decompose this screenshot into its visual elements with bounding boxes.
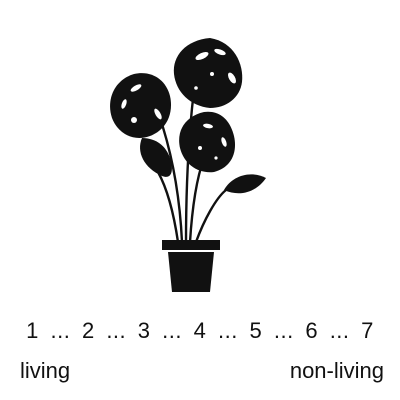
- scale-separator: ...: [106, 318, 127, 343]
- scale-point-3[interactable]: 3: [137, 318, 151, 343]
- stem: [158, 116, 184, 244]
- scale-point-5[interactable]: 5: [249, 318, 263, 343]
- scale-right-anchor-label: non-living: [289, 358, 384, 383]
- scale-point-1[interactable]: 1: [26, 318, 39, 343]
- scale-point-6[interactable]: 6: [305, 318, 319, 343]
- leaf-icon: [224, 174, 266, 194]
- monstera-leaf-icon: [179, 111, 236, 173]
- scale-point-2[interactable]: 2: [81, 318, 95, 343]
- potted-monstera-plant-icon: [110, 38, 266, 292]
- monstera-leaf-icon: [110, 73, 172, 138]
- stem: [184, 88, 196, 244]
- pot-rim: [162, 240, 220, 250]
- pot-body: [168, 252, 214, 292]
- leaf-icon: [140, 138, 172, 177]
- stem: [156, 170, 180, 244]
- scale-separator: ...: [50, 318, 71, 343]
- monstera-leaf-icon: [173, 38, 243, 108]
- scale-separator: ...: [273, 318, 294, 343]
- scale-separator: ...: [329, 318, 350, 343]
- rating-scale: 1 ... 2 ... 3 ... 4 ... 5 ... 6 ... 7: [0, 318, 400, 344]
- scale-point-7[interactable]: 7: [361, 318, 374, 343]
- scale-left-anchor-label: living: [20, 358, 71, 383]
- stem: [194, 188, 228, 244]
- scale-separator: ...: [218, 318, 238, 343]
- scale-point-4[interactable]: 4: [193, 318, 207, 343]
- scale-separator: ...: [162, 318, 182, 343]
